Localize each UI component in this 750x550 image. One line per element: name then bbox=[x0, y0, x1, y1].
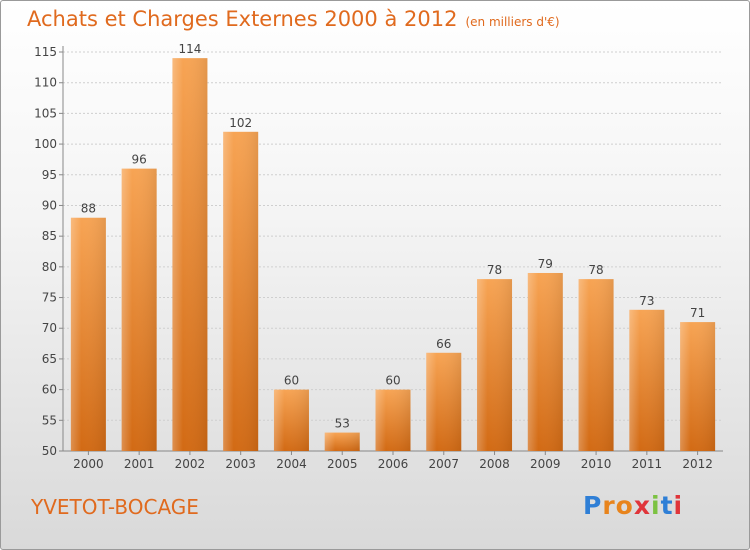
y-tick-label: 110 bbox=[34, 76, 57, 90]
bar-shade-2008 bbox=[477, 279, 513, 451]
bar-shade-2009 bbox=[527, 272, 563, 451]
value-label-2000: 88 bbox=[81, 202, 96, 216]
value-label-2005: 53 bbox=[335, 417, 350, 431]
y-tick-label: 60 bbox=[42, 383, 57, 397]
chart-unit: (en milliers d'€) bbox=[465, 15, 560, 29]
bar-layer bbox=[70, 58, 716, 452]
bar-shade-2004 bbox=[273, 389, 309, 451]
y-tick-label: 115 bbox=[34, 45, 57, 59]
x-tick-label-2005: 2005 bbox=[327, 457, 358, 471]
proxiti-logo: Proxiti bbox=[583, 491, 684, 520]
y-tick-label: 95 bbox=[42, 168, 57, 182]
bar-shade-2000 bbox=[70, 217, 106, 451]
bar-shade-2006 bbox=[375, 389, 411, 451]
y-tick-label: 90 bbox=[42, 198, 57, 212]
value-label-2007: 66 bbox=[436, 337, 451, 351]
x-tick-label-2009: 2009 bbox=[530, 457, 561, 471]
value-label-2008: 78 bbox=[487, 263, 502, 277]
value-label-2002: 114 bbox=[178, 42, 201, 56]
value-label-2009: 79 bbox=[538, 257, 553, 271]
x-tick-label-2001: 2001 bbox=[124, 457, 155, 471]
bar-shade-2010 bbox=[578, 279, 614, 451]
y-tick-label: 55 bbox=[42, 413, 57, 427]
bar-shade-2012 bbox=[680, 322, 716, 451]
bar-shade-2002 bbox=[172, 58, 208, 452]
y-tick-label: 50 bbox=[42, 444, 57, 458]
chart-title-text: Achats et Charges Externes 2000 à 2012 bbox=[27, 7, 458, 31]
value-label-2001: 96 bbox=[132, 153, 147, 167]
y-tick-label: 100 bbox=[34, 137, 57, 151]
value-label-2011: 73 bbox=[639, 294, 654, 308]
x-tick-label-2012: 2012 bbox=[682, 457, 713, 471]
value-label-2012: 71 bbox=[690, 306, 705, 320]
bar-shade-2011 bbox=[629, 309, 665, 451]
bar-shade-2007 bbox=[426, 352, 462, 451]
x-tick-label-2002: 2002 bbox=[175, 457, 206, 471]
y-tick-label: 65 bbox=[42, 352, 57, 366]
axis-layer: 50 55 60 65 70 75 80 85 90 95 100 105 110 115 bbox=[34, 45, 723, 458]
x-tick-label-2000: 2000 bbox=[73, 457, 104, 471]
value-label-2010: 78 bbox=[588, 263, 603, 277]
x-tick-label-2004: 2004 bbox=[276, 457, 307, 471]
x-tick-label-2003: 2003 bbox=[225, 457, 256, 471]
y-tick-label: 105 bbox=[34, 106, 57, 120]
value-label-2006: 60 bbox=[385, 374, 400, 388]
y-tick-label: 70 bbox=[42, 321, 57, 335]
label-layer: 88 2000 96 2001 114 2002 102 2003 60 2004 53 2005 60… bbox=[73, 42, 713, 471]
x-tick-label-2006: 2006 bbox=[378, 457, 409, 471]
x-tick-label-2007: 2007 bbox=[428, 457, 459, 471]
y-tick-label: 80 bbox=[42, 260, 57, 274]
y-tick-label: 75 bbox=[42, 291, 57, 305]
bar-shade-2001 bbox=[121, 168, 157, 451]
chart-title: Achats et Charges Externes 2000 à 2012 (e… bbox=[27, 7, 560, 31]
bar-shade-2005 bbox=[324, 432, 360, 451]
value-label-2004: 60 bbox=[284, 374, 299, 388]
value-label-2003: 102 bbox=[229, 116, 252, 130]
x-tick-label-2008: 2008 bbox=[479, 457, 510, 471]
x-tick-label-2011: 2011 bbox=[632, 457, 663, 471]
commune-name: YVETOT-BOCAGE bbox=[31, 495, 199, 519]
x-tick-label-2010: 2010 bbox=[581, 457, 612, 471]
bar-shade-2003 bbox=[223, 131, 259, 452]
y-tick-label: 85 bbox=[42, 229, 57, 243]
